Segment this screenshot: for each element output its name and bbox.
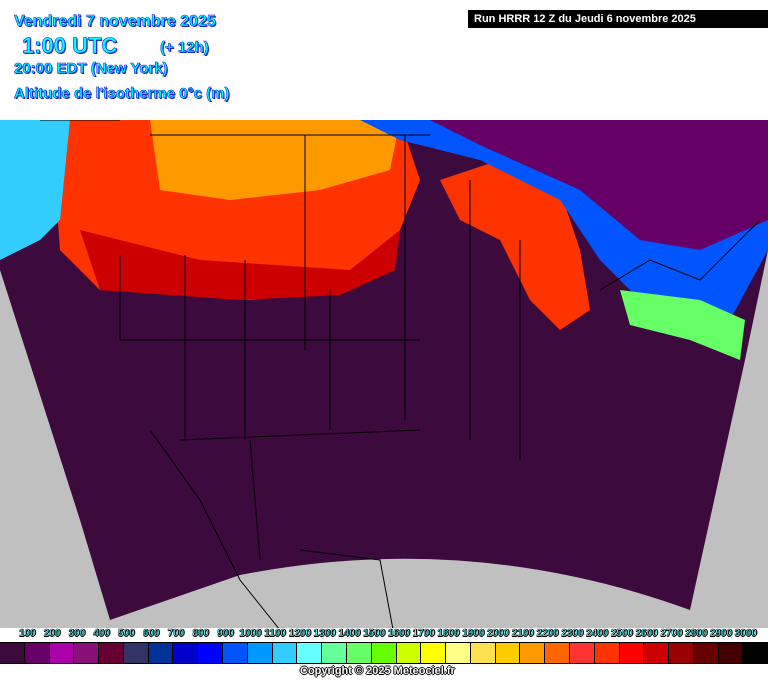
legend-label: 2200 <box>536 628 559 639</box>
boundaries <box>40 120 761 630</box>
legend-swatch <box>74 643 100 663</box>
legend-label: 1000 <box>239 628 262 639</box>
legend-swatch <box>693 643 719 663</box>
parameter-title: Altitude de l'isotherme 0°c (m) <box>14 85 230 103</box>
legend-label: 2600 <box>635 628 658 639</box>
transition-green <box>620 290 745 360</box>
legend-swatch <box>198 643 224 663</box>
legend-swatch <box>99 643 124 663</box>
legend-swatch <box>569 643 595 663</box>
legend-label: 800 <box>192 628 209 639</box>
legend-label: 2400 <box>585 628 609 639</box>
legend-label: 400 <box>93 628 110 639</box>
model-run-label: Run HRRR 12 Z du Jeudi 6 novembre 2025 <box>468 10 768 28</box>
legend-label: 2300 <box>561 628 584 639</box>
forecast-date: Vendredi 7 novembre 2025 <box>14 13 216 31</box>
legend-label: 1800 <box>437 628 460 639</box>
legend-swatch <box>173 643 199 663</box>
freezing-level-map <box>0 120 768 630</box>
legend-labels: 100 200 300 400 500 600 700 800 900 1000 1100 1200 1… <box>0 628 768 642</box>
legend-label: 1600 <box>387 628 411 639</box>
legend-label: 1700 <box>412 628 435 639</box>
legend-swatch <box>223 643 248 663</box>
legend-label: 600 <box>142 628 160 639</box>
legend-label: 2800 <box>685 628 708 639</box>
legend-swatch <box>396 643 422 663</box>
legend-color-bar <box>0 642 768 664</box>
copyright: Copyright © 2025 Meteociel.fr <box>300 665 455 677</box>
legend-label: 2000 <box>486 628 510 639</box>
legend-swatch <box>520 643 546 663</box>
legend-swatch <box>495 643 521 663</box>
legend-swatch <box>446 643 471 663</box>
legend-label: 2700 <box>660 628 683 639</box>
legend-swatch <box>148 643 174 663</box>
legend-swatch <box>49 643 75 663</box>
warm-region-great-lakes <box>440 160 590 330</box>
legend-label: 1500 <box>362 628 386 639</box>
legend-label: 2100 <box>511 628 534 639</box>
cold-region-purple <box>430 120 768 250</box>
legend-swatch <box>24 643 50 663</box>
legend-label: 200 <box>43 628 61 639</box>
legend-swatch <box>470 643 496 663</box>
forecast-local-time: 20:00 EDT (New York) <box>14 60 168 78</box>
legend-swatch <box>545 643 570 663</box>
forecast-lead-time: (+ 12h) <box>160 39 209 57</box>
legend-label: 300 <box>68 628 86 639</box>
legend-swatch <box>371 643 397 663</box>
legend-swatch <box>743 643 768 663</box>
legend-swatch <box>619 643 645 663</box>
legend-swatch <box>346 643 372 663</box>
legend-label: 700 <box>167 628 185 639</box>
cold-region-northwest <box>0 120 70 260</box>
legend-label: 100 <box>18 628 36 639</box>
legend-swatch <box>669 643 694 663</box>
legend-label: 2900 <box>709 628 733 639</box>
legend-swatch <box>644 643 670 663</box>
legend-swatch <box>718 643 744 663</box>
legend-swatch <box>0 643 25 663</box>
legend-label: 3000 <box>734 628 757 639</box>
legend-swatch <box>297 643 323 663</box>
legend-label: 1300 <box>313 628 336 639</box>
legend-label: 2500 <box>610 628 634 639</box>
legend-swatch <box>594 643 620 663</box>
legend-label: 900 <box>217 628 234 639</box>
legend-swatch <box>123 643 149 663</box>
warm-red-band <box>80 230 400 300</box>
legend-swatch <box>272 643 298 663</box>
legend-label: 500 <box>118 628 135 639</box>
legend-swatch <box>322 643 347 663</box>
warm-core <box>150 120 400 200</box>
legend-label: 1400 <box>338 628 361 639</box>
legend-swatch <box>247 643 273 663</box>
forecast-utc-time: 1:00 UTC <box>22 33 118 59</box>
legend-label: 1100 <box>264 628 286 639</box>
legend-label: 1200 <box>288 628 311 639</box>
legend-swatch <box>421 643 447 663</box>
legend-label: 1900 <box>462 628 485 639</box>
